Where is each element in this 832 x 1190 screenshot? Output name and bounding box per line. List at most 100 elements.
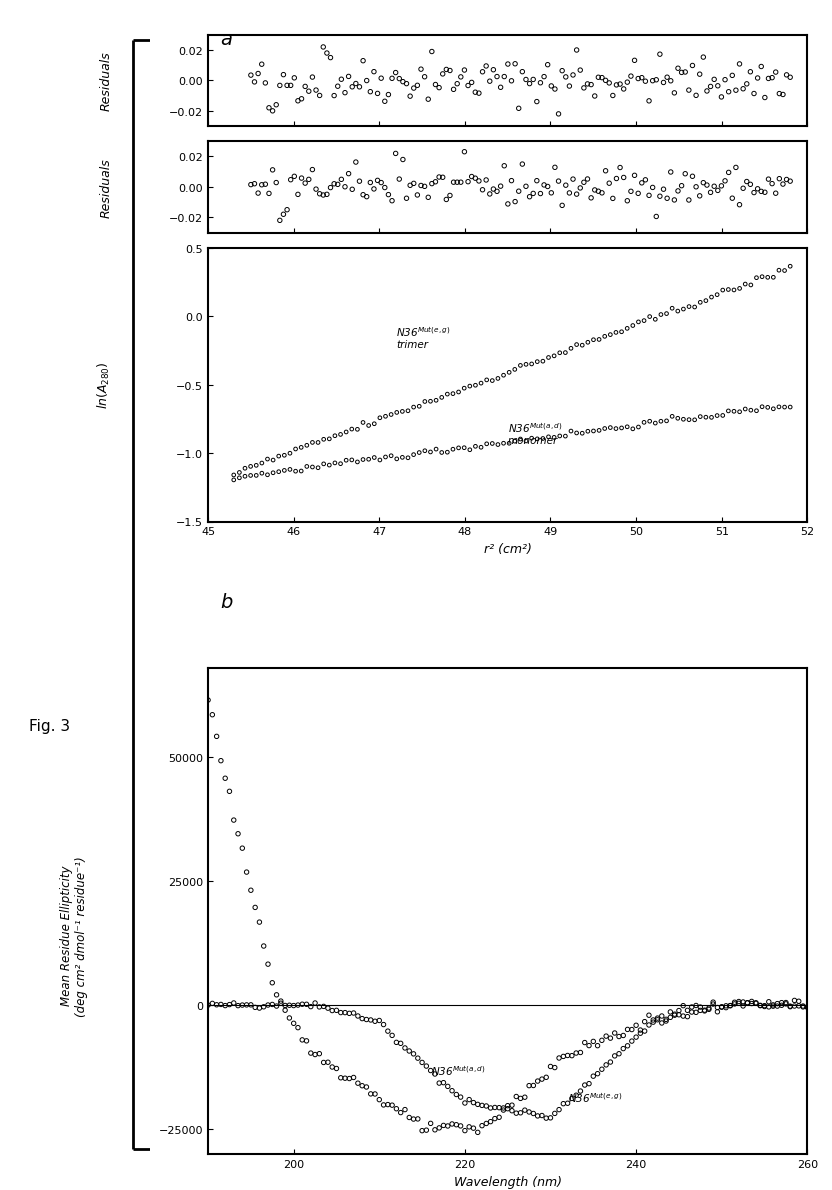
- Point: [476, 181, 489, 200]
- Point: [390, 403, 404, 422]
- Point: [440, 386, 453, 405]
- Point: [265, 995, 279, 1014]
- Point: [668, 1004, 681, 1023]
- Point: [423, 1061, 437, 1081]
- Point: [699, 408, 712, 427]
- Point: [260, 450, 274, 469]
- Point: [653, 45, 666, 64]
- Y-axis label: Residuals: Residuals: [99, 158, 112, 218]
- Point: [413, 397, 426, 416]
- Point: [468, 438, 482, 457]
- Point: [483, 73, 496, 92]
- Point: [681, 1007, 694, 1026]
- Point: [244, 67, 257, 86]
- Point: [564, 422, 577, 441]
- Point: [428, 1120, 442, 1139]
- Point: [542, 349, 555, 368]
- Point: [407, 1045, 420, 1064]
- Point: [711, 182, 724, 201]
- Point: [486, 434, 499, 453]
- Point: [345, 79, 359, 98]
- Point: [633, 1023, 646, 1042]
- Point: [435, 388, 448, 407]
- Point: [447, 174, 460, 193]
- Point: [503, 363, 516, 382]
- Text: b: b: [220, 593, 233, 612]
- Point: [329, 1059, 343, 1078]
- Point: [668, 1006, 681, 1025]
- Point: [407, 446, 420, 465]
- Point: [458, 380, 471, 399]
- Point: [415, 1121, 428, 1140]
- Point: [279, 1001, 292, 1020]
- Point: [389, 145, 402, 164]
- Point: [394, 1103, 407, 1122]
- Point: [541, 56, 554, 75]
- Point: [244, 996, 257, 1015]
- Point: [525, 355, 538, 374]
- Point: [646, 73, 659, 92]
- Point: [300, 995, 313, 1014]
- Point: [249, 998, 262, 1017]
- Point: [656, 181, 670, 200]
- Point: [248, 175, 261, 194]
- Point: [552, 1101, 566, 1120]
- Point: [279, 996, 292, 1015]
- Point: [591, 1064, 604, 1083]
- Point: [758, 997, 771, 1016]
- Point: [250, 457, 263, 476]
- Point: [347, 1069, 360, 1088]
- Point: [542, 428, 555, 447]
- Point: [606, 87, 619, 106]
- Point: [334, 455, 347, 474]
- Point: [278, 446, 291, 465]
- Point: [559, 68, 572, 87]
- Point: [320, 186, 334, 205]
- Point: [259, 175, 272, 194]
- Point: [474, 438, 488, 457]
- Point: [745, 994, 758, 1013]
- Point: [581, 75, 594, 94]
- Point: [446, 440, 459, 459]
- Point: [778, 262, 791, 281]
- Point: [633, 1021, 646, 1040]
- Point: [334, 426, 347, 445]
- Point: [651, 1009, 664, 1028]
- Point: [638, 171, 651, 190]
- Point: [519, 432, 532, 451]
- Point: [598, 327, 612, 346]
- Point: [317, 455, 330, 474]
- Point: [557, 1047, 570, 1066]
- Point: [587, 331, 600, 350]
- Point: [317, 997, 330, 1016]
- Point: [733, 403, 746, 422]
- Point: [666, 300, 679, 319]
- Point: [428, 173, 442, 192]
- Point: [716, 281, 729, 300]
- Point: [543, 1057, 557, 1076]
- Point: [396, 73, 409, 92]
- Point: [339, 1003, 352, 1022]
- Point: [262, 99, 275, 118]
- Point: [661, 69, 674, 88]
- Point: [328, 453, 341, 472]
- Point: [775, 994, 788, 1013]
- Point: [475, 1096, 488, 1115]
- Point: [555, 62, 568, 81]
- Point: [505, 1096, 518, 1115]
- Point: [206, 994, 219, 1013]
- Point: [675, 177, 688, 196]
- Point: [261, 996, 275, 1015]
- Point: [733, 55, 746, 74]
- Point: [313, 997, 326, 1016]
- Point: [705, 408, 718, 427]
- Point: [715, 997, 728, 1016]
- Point: [435, 444, 448, 463]
- Point: [530, 93, 543, 112]
- Point: [501, 195, 514, 214]
- Point: [558, 344, 572, 363]
- Point: [355, 1076, 369, 1095]
- Point: [472, 173, 485, 192]
- Point: [698, 1001, 711, 1020]
- Point: [537, 68, 551, 87]
